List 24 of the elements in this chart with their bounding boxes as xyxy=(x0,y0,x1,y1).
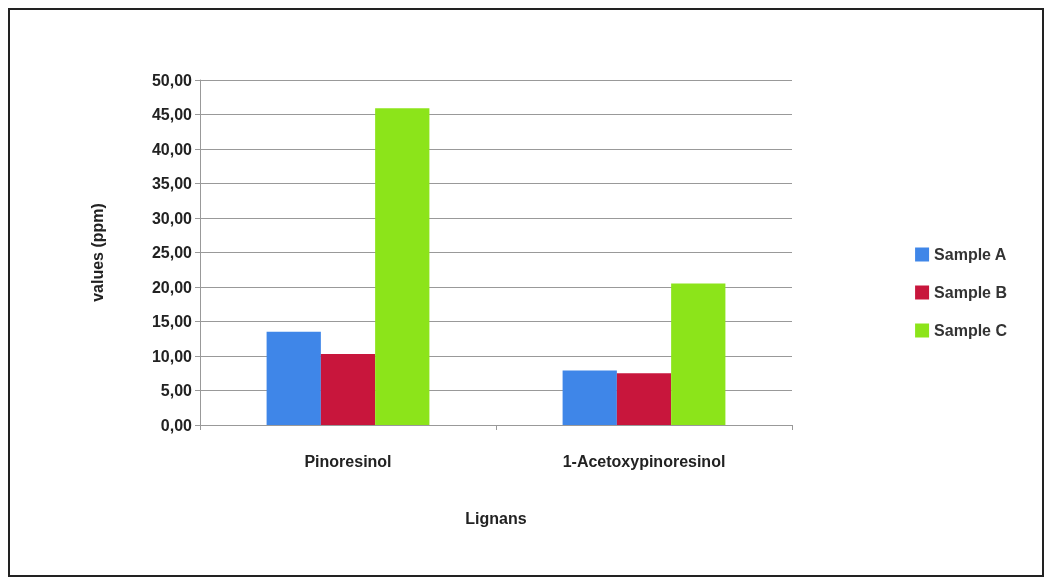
x-tick-label: 1-Acetoxypinoresinol xyxy=(562,452,726,470)
y-tick-label: 5,00 xyxy=(160,382,193,399)
bar xyxy=(320,353,376,425)
x-tick-label: Pinoresinol xyxy=(304,452,392,470)
bar xyxy=(671,283,726,425)
legend-label: Sample A xyxy=(934,246,1007,263)
y-tick-label: 50,00 xyxy=(151,71,193,89)
y-tick-label: 40,00 xyxy=(151,140,193,158)
y-tick-label: 25,00 xyxy=(151,244,193,261)
bar xyxy=(266,331,321,425)
legend-label: Sample C xyxy=(934,322,1008,339)
x-axis-title: Lignans xyxy=(465,509,527,527)
bar xyxy=(375,108,430,425)
y-tick-label: 35,00 xyxy=(151,175,193,192)
legend-label: Sample B xyxy=(934,284,1008,301)
y-tick-label: 0,00 xyxy=(160,416,193,434)
bar xyxy=(562,370,617,425)
y-axis-title: values (ppm) xyxy=(88,203,106,302)
y-tick-label: 20,00 xyxy=(151,278,193,296)
y-tick-label: 30,00 xyxy=(151,209,193,227)
y-tick-label: 15,00 xyxy=(151,313,193,330)
y-tick-label: 10,00 xyxy=(151,347,193,365)
y-tick-label: 45,00 xyxy=(151,106,193,123)
bar xyxy=(616,373,672,425)
